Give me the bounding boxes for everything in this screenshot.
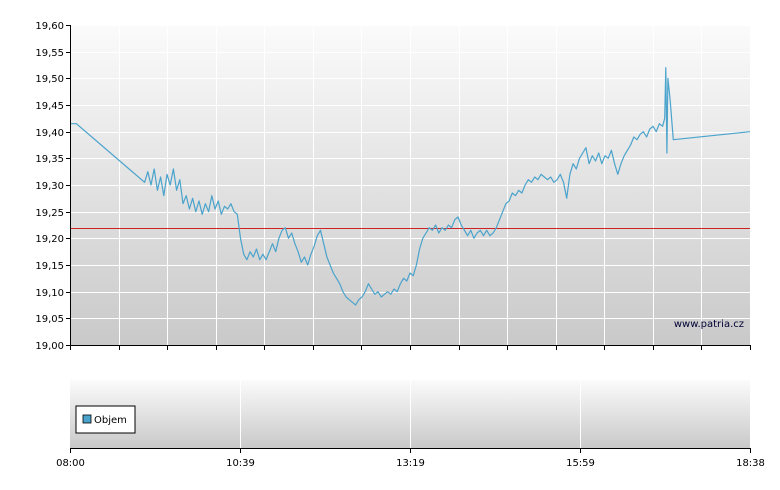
x-tick-label: 18:38	[736, 458, 765, 469]
y-tick-label: 19,60	[35, 21, 64, 32]
price-y-axis: 19,00 19,05 19,10 19,15 19,20 19,25 19,30 19,35…	[35, 21, 71, 352]
y-tick-label: 19,50	[35, 74, 64, 85]
legend-swatch	[82, 414, 92, 424]
volume-x-axis: 08:00 10:39 13:19 15:59 18:38	[56, 448, 765, 469]
volume-panel: 08:00 10:39 13:19 15:59 18:38 Objem	[56, 380, 765, 469]
volume-legend: Objem	[75, 405, 136, 434]
y-tick-label: 19,40	[35, 128, 64, 139]
y-tick-label: 19,05	[35, 314, 64, 325]
price-series-line	[70, 67, 751, 306]
x-tick-label: 08:00	[56, 458, 85, 469]
x-tick-label: 15:59	[566, 458, 595, 469]
watermark: www.patria.cz	[674, 319, 744, 330]
x-tick-label: 13:19	[396, 458, 425, 469]
y-tick-label: 19,00	[35, 341, 64, 352]
y-tick-label: 19,55	[35, 48, 64, 59]
price-x-axis-ticks	[70, 345, 751, 350]
y-tick-label: 19,20	[35, 234, 64, 245]
x-tick-label: 10:39	[226, 458, 255, 469]
price-grid	[70, 25, 750, 346]
legend-label: Objem	[94, 415, 127, 426]
price-panel: 19,00 19,05 19,10 19,15 19,20 19,25 19,30 19,35…	[35, 21, 751, 352]
y-tick-label: 19,45	[35, 101, 64, 112]
y-tick-label: 19,35	[35, 154, 64, 165]
volume-grid	[240, 380, 581, 448]
y-tick-label: 19,15	[35, 261, 64, 272]
y-tick-label: 19,10	[35, 288, 64, 299]
y-tick-label: 19,25	[35, 208, 64, 219]
y-tick-label: 19,30	[35, 181, 64, 192]
